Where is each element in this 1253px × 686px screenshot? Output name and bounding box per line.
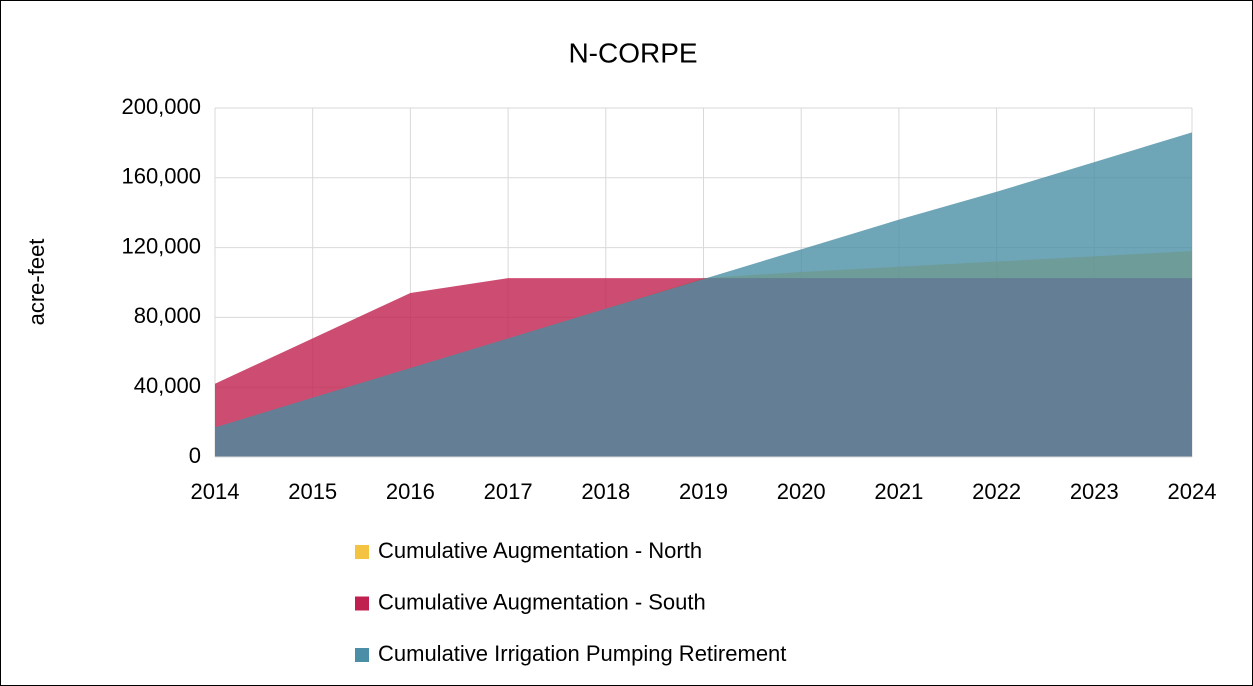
legend-swatch bbox=[355, 648, 369, 662]
x-tick-label: 2023 bbox=[1070, 479, 1119, 504]
y-tick-label: 160,000 bbox=[121, 164, 201, 189]
legend-swatch bbox=[355, 545, 369, 559]
y-tick-label: 200,000 bbox=[121, 94, 201, 119]
x-tick-label: 2024 bbox=[1168, 479, 1217, 504]
x-tick-label: 2016 bbox=[386, 479, 435, 504]
legend-label: Cumulative Augmentation - South bbox=[378, 589, 706, 614]
y-tick-label: 0 bbox=[189, 443, 201, 468]
x-tick-label: 2019 bbox=[679, 479, 728, 504]
y-tick-label: 80,000 bbox=[134, 303, 201, 328]
x-tick-label: 2014 bbox=[191, 479, 240, 504]
x-tick-label: 2015 bbox=[288, 479, 337, 504]
y-tick-label: 120,000 bbox=[121, 233, 201, 258]
x-tick-label: 2018 bbox=[581, 479, 630, 504]
legend-swatch bbox=[355, 596, 369, 611]
chart-title: N-CORPE bbox=[568, 37, 697, 68]
legend-label: Cumulative Irrigation Pumping Retirement bbox=[378, 641, 786, 666]
x-tick-label: 2017 bbox=[484, 479, 533, 504]
x-tick-label: 2020 bbox=[777, 479, 826, 504]
y-axis-label: acre-feet bbox=[24, 239, 49, 326]
area bbox=[215, 132, 1192, 457]
x-tick-label: 2022 bbox=[972, 479, 1021, 504]
x-tick-label: 2021 bbox=[874, 479, 923, 504]
legend-label: Cumulative Augmentation - North bbox=[378, 538, 702, 563]
y-tick-label: 40,000 bbox=[134, 373, 201, 398]
